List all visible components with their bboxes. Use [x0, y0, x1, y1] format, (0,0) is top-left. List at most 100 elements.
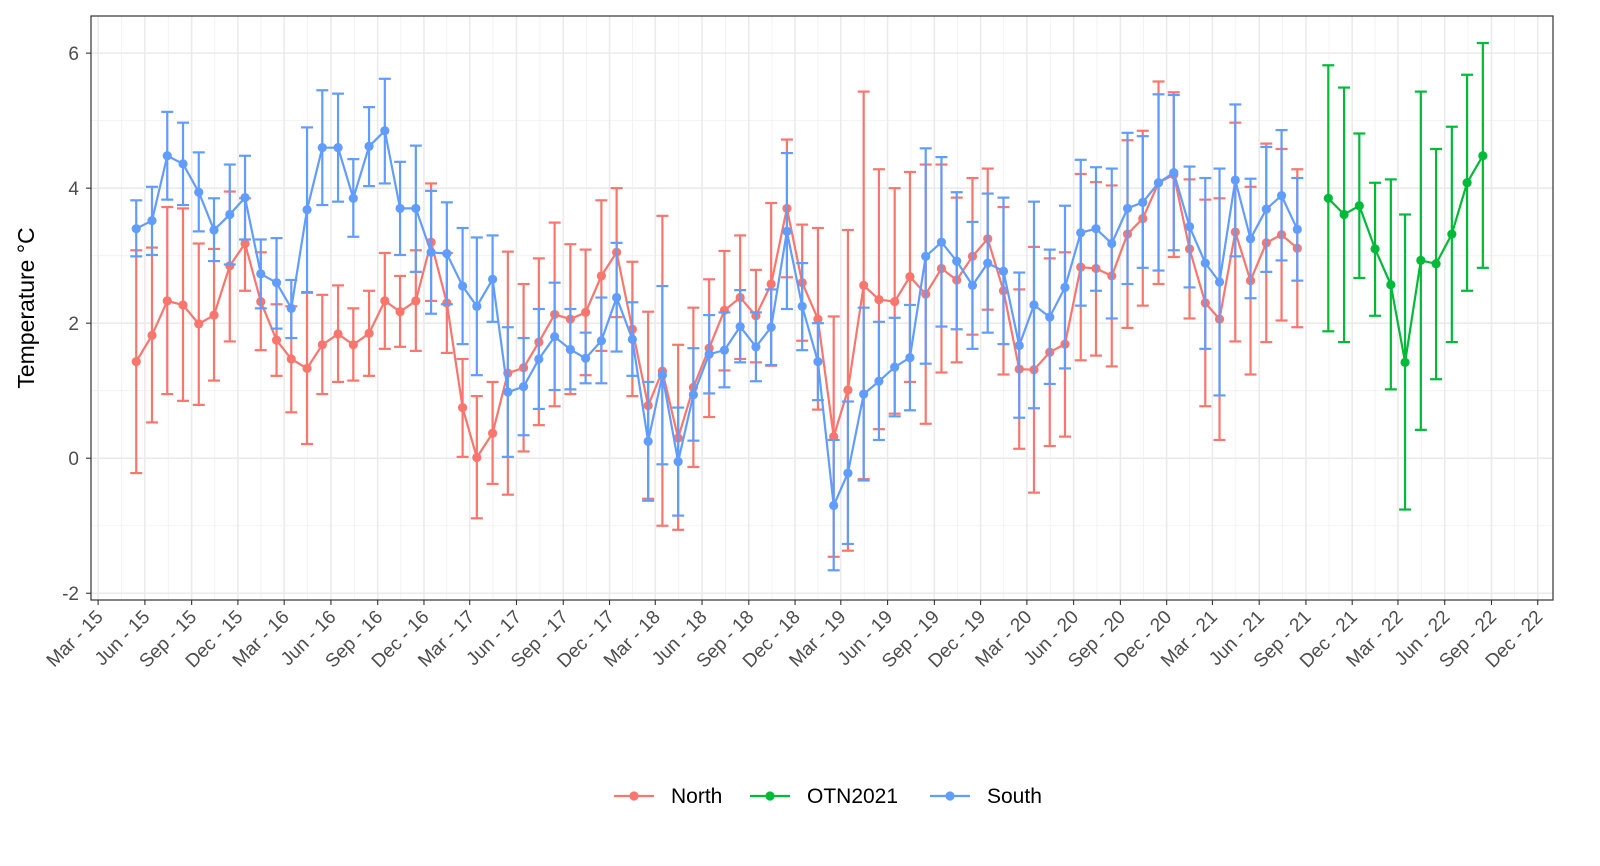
data-point — [487, 274, 498, 284]
legend-item-north: North — [614, 785, 722, 808]
data-point — [472, 452, 482, 463]
data-point — [209, 310, 219, 320]
data-point — [766, 322, 776, 332]
data-point — [162, 151, 172, 161]
legend-key-point — [765, 791, 775, 801]
data-point — [859, 280, 869, 290]
data-point — [813, 357, 823, 367]
data-point — [380, 126, 390, 136]
data-point — [782, 226, 792, 236]
data-point — [1107, 238, 1117, 249]
data-point — [581, 353, 591, 363]
data-point — [596, 271, 606, 281]
data-point — [333, 329, 343, 339]
data-point — [1029, 300, 1039, 310]
legend: North OTN2021 South — [614, 785, 1042, 808]
data-point — [874, 376, 884, 386]
data-point — [612, 292, 622, 303]
data-point — [317, 340, 327, 350]
data-point — [581, 307, 591, 317]
data-point — [1245, 234, 1256, 244]
data-point — [286, 354, 296, 364]
legend-item-south: South — [930, 785, 1042, 808]
data-point — [936, 237, 947, 247]
data-point — [1431, 259, 1441, 269]
data-point — [194, 187, 204, 197]
data-point — [983, 258, 993, 268]
data-point — [859, 389, 869, 399]
data-point — [905, 272, 915, 282]
data-point — [147, 215, 157, 226]
data-point — [905, 353, 915, 363]
data-point — [302, 205, 312, 215]
data-point — [1200, 258, 1210, 268]
y-tick-label: 6 — [68, 44, 79, 65]
data-point — [1138, 197, 1148, 207]
data-point — [256, 269, 266, 279]
data-point — [1370, 244, 1380, 254]
data-point — [209, 225, 219, 235]
data-point — [178, 300, 188, 310]
data-point — [843, 468, 853, 478]
legend-label: South — [987, 785, 1042, 808]
y-tick-label: 2 — [68, 314, 79, 335]
data-point — [271, 278, 282, 288]
data-point — [565, 344, 575, 355]
data-point — [411, 203, 421, 214]
data-point — [1261, 204, 1271, 214]
y-axis-title: Temperature °C — [13, 227, 39, 388]
legend-label: North — [671, 785, 722, 808]
data-point — [364, 141, 374, 151]
y-tick-label: -2 — [62, 584, 79, 605]
series-otn2021 — [1322, 41, 1489, 511]
data-point — [751, 342, 761, 352]
data-point — [1076, 228, 1086, 238]
series-layer — [130, 41, 1489, 572]
data-point — [395, 307, 405, 317]
data-point — [1230, 175, 1240, 185]
data-point — [348, 193, 358, 203]
data-point — [317, 143, 327, 153]
data-point — [426, 247, 436, 257]
data-point — [147, 330, 157, 340]
data-point — [704, 349, 714, 359]
data-point — [271, 335, 282, 345]
data-point — [519, 382, 529, 392]
data-point — [348, 340, 358, 350]
data-point — [596, 336, 606, 346]
data-point — [673, 456, 683, 467]
series-line — [135, 173, 1299, 461]
data-point — [1339, 209, 1349, 220]
data-point — [458, 402, 468, 413]
data-point — [1416, 255, 1426, 266]
data-point — [1292, 224, 1302, 234]
data-point — [1276, 190, 1287, 201]
y-tick-label: 4 — [68, 179, 79, 200]
data-point — [458, 281, 468, 291]
data-point — [735, 321, 745, 332]
data-point — [503, 387, 513, 397]
data-point — [627, 334, 637, 344]
data-point — [333, 143, 343, 153]
data-point — [1153, 178, 1164, 188]
data-point — [890, 296, 900, 307]
data-point — [1478, 151, 1488, 161]
data-point — [890, 362, 900, 372]
data-point — [688, 390, 698, 400]
data-point — [921, 251, 931, 261]
data-point — [1323, 193, 1333, 203]
data-point — [766, 279, 776, 289]
data-point — [829, 500, 839, 511]
data-point — [194, 319, 204, 329]
data-point — [442, 249, 452, 259]
data-point — [643, 436, 653, 446]
data-point — [1014, 340, 1024, 351]
legend-key-point — [629, 791, 639, 801]
legend-item-otn2021: OTN2021 — [750, 785, 898, 808]
legend-label: OTN2021 — [807, 785, 898, 808]
data-point — [797, 301, 807, 311]
data-point — [162, 296, 172, 306]
panel-border — [90, 15, 1554, 601]
data-point — [411, 296, 421, 306]
data-point — [719, 345, 729, 355]
